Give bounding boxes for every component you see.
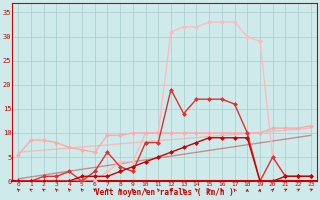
X-axis label: Vent moyen/en rafales ( km/h ): Vent moyen/en rafales ( km/h ) — [95, 188, 234, 197]
